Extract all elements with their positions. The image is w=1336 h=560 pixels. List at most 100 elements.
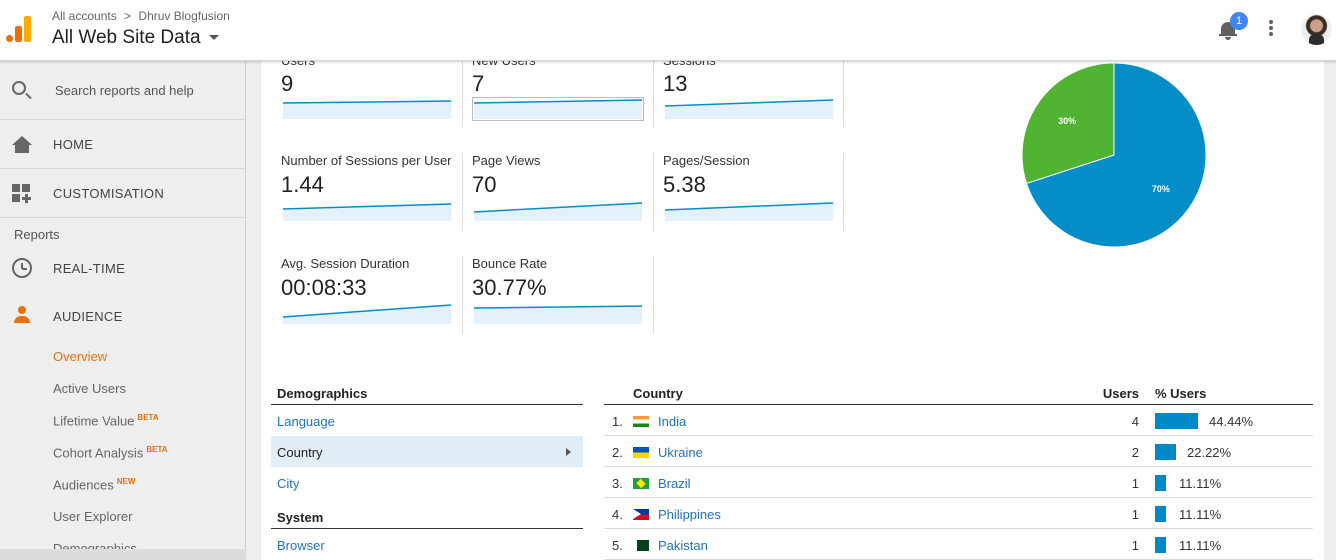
sparkline <box>472 97 644 121</box>
users-value: 1 <box>1131 476 1139 491</box>
breadcrumb-all-accounts[interactable]: All accounts <box>52 9 117 23</box>
sidebar-search[interactable]: Search reports and help <box>0 61 245 120</box>
new-vs-returning-pie-chart[interactable]: 70% 30% <box>1021 62 1207 248</box>
search-icon <box>12 81 26 95</box>
metric-page-views[interactable]: Page Views 70 <box>452 153 642 233</box>
view-selector[interactable]: All Web Site Data <box>52 27 219 49</box>
pakistan-flag-icon <box>633 540 649 551</box>
divider <box>653 153 654 231</box>
country-table-header: Country Users % Users <box>604 379 1313 405</box>
metric-value: 13 <box>663 71 688 96</box>
pct-bar <box>1155 444 1176 460</box>
metric-value: 5.38 <box>663 172 706 197</box>
metric-label: Bounce Rate <box>472 256 548 271</box>
users-value: 2 <box>1131 445 1139 460</box>
users-value: 4 <box>1131 414 1139 429</box>
country-link[interactable]: Pakistan <box>658 538 708 553</box>
metric-label: Page Views <box>472 153 541 168</box>
analytics-logo-icon[interactable] <box>6 16 32 42</box>
sidebar-item-audience[interactable]: AUDIENCE <box>0 296 246 336</box>
divider <box>843 61 844 127</box>
metric-value: 1.44 <box>281 172 324 197</box>
users-value: 1 <box>1131 538 1139 553</box>
metric-pages-per-session[interactable]: Pages/Session 5.38 <box>643 153 833 233</box>
sparkline <box>474 202 642 221</box>
sidebar-subitem-user-explorer[interactable]: User Explorer <box>53 509 132 524</box>
main-content: Users 9 New Users 7 Sessions 13 Number o… <box>261 53 1324 560</box>
col-pct-users: % Users <box>1155 386 1207 401</box>
sidebar-item-realtime[interactable]: REAL-TIME <box>0 248 246 288</box>
link-label: Country <box>277 445 323 460</box>
notification-badge[interactable]: 1 <box>1230 12 1248 30</box>
sidebar-item-customisation[interactable]: CUSTOMISATION <box>0 169 245 218</box>
sidebar-subitem-active-users[interactable]: Active Users <box>53 381 126 396</box>
sidebar-item-label: AUDIENCE <box>53 309 123 324</box>
breadcrumb: All accounts > Dhruv Blogfusion <box>52 9 230 23</box>
country-link[interactable]: Brazil <box>658 476 691 491</box>
philippines-flag-icon <box>633 509 649 520</box>
system-heading: System <box>271 503 583 529</box>
divider <box>462 61 463 127</box>
subitem-label: Lifetime Value <box>53 413 135 429</box>
sidebar-subitem-lifetime-value[interactable]: Lifetime Value BETA <box>53 413 159 428</box>
brazil-flag-icon <box>633 478 649 489</box>
ukraine-flag-icon <box>633 447 649 458</box>
divider <box>653 256 654 334</box>
pie-slice-label-1: 30% <box>1058 116 1076 126</box>
row-rank: 5. <box>612 538 623 553</box>
metric-sessions-per-user[interactable]: Number of Sessions per User 1.44 <box>261 153 452 233</box>
sparkline <box>665 202 833 221</box>
metric-users[interactable]: Users 9 <box>261 53 451 141</box>
pie-slice-0[interactable] <box>1025 62 1207 248</box>
sparkline <box>474 305 642 324</box>
pct-bar <box>1155 475 1166 491</box>
metric-avg-session-duration[interactable]: Avg. Session Duration 00:08:33 <box>261 256 451 336</box>
metric-sessions[interactable]: Sessions 13 <box>643 53 833 141</box>
sparkline <box>665 99 833 119</box>
country-link[interactable]: Ukraine <box>658 445 703 460</box>
sidebar-scrollbar[interactable] <box>0 549 246 560</box>
person-icon <box>14 306 30 324</box>
caret-down-icon <box>208 35 219 41</box>
sidebar-subitem-cohort-analysis[interactable]: Cohort Analysis BETA <box>53 445 168 460</box>
row-rank: 1. <box>612 414 623 429</box>
top-bar: All accounts > Dhruv Blogfusion All Web … <box>0 0 1336 61</box>
country-link[interactable]: India <box>658 414 687 429</box>
metric-bounce-rate[interactable]: Bounce Rate 30.77% <box>452 256 642 336</box>
sidebar-item-label: REAL-TIME <box>53 261 126 276</box>
country-link[interactable]: Philippines <box>658 507 721 522</box>
clock-icon <box>12 258 32 278</box>
table-row: 5. Pakistan 1 11.11% <box>604 529 1313 560</box>
col-country: Country <box>633 386 683 401</box>
metric-new-users[interactable]: New Users 7 <box>452 53 644 141</box>
sidebar: Search reports and help HOME CUSTOMISATI… <box>0 61 246 560</box>
pct-value: 44.44% <box>1209 414 1254 429</box>
india-flag-icon <box>633 416 649 427</box>
avatar[interactable] <box>1301 14 1332 45</box>
sparkline <box>283 203 451 221</box>
system-browser-link[interactable]: Browser <box>271 529 583 560</box>
metric-label: Number of Sessions per User <box>281 153 452 168</box>
pct-value: 11.11% <box>1179 507 1222 522</box>
link-label: Browser <box>277 538 325 553</box>
new-badge: NEW <box>116 477 136 486</box>
sidebar-subitem-overview[interactable]: Overview <box>53 349 107 364</box>
subitem-label: Cohort Analysis <box>53 445 144 461</box>
metric-value: 9 <box>281 71 294 96</box>
sidebar-item-home[interactable]: HOME <box>0 120 245 169</box>
search-input[interactable]: Search reports and help <box>55 83 194 98</box>
demographics-city-link[interactable]: City <box>271 467 583 498</box>
sparkline <box>283 100 451 119</box>
chevron-right-icon <box>566 448 571 456</box>
more-vert-icon[interactable] <box>1268 20 1274 38</box>
link-label: City <box>277 476 300 491</box>
demographics-language-link[interactable]: Language <box>271 405 583 436</box>
demographics-country-link[interactable]: Country <box>271 436 583 467</box>
breadcrumb-account[interactable]: Dhruv Blogfusion <box>138 9 230 23</box>
sidebar-subitem-audiences[interactable]: Audiences NEW <box>53 477 135 492</box>
col-users: Users <box>1102 386 1139 401</box>
beta-badge: BETA <box>137 413 159 422</box>
pie-slice-label-0: 70% <box>1152 184 1170 194</box>
pie-slice-1[interactable] <box>1021 62 1115 185</box>
divider <box>462 153 463 231</box>
